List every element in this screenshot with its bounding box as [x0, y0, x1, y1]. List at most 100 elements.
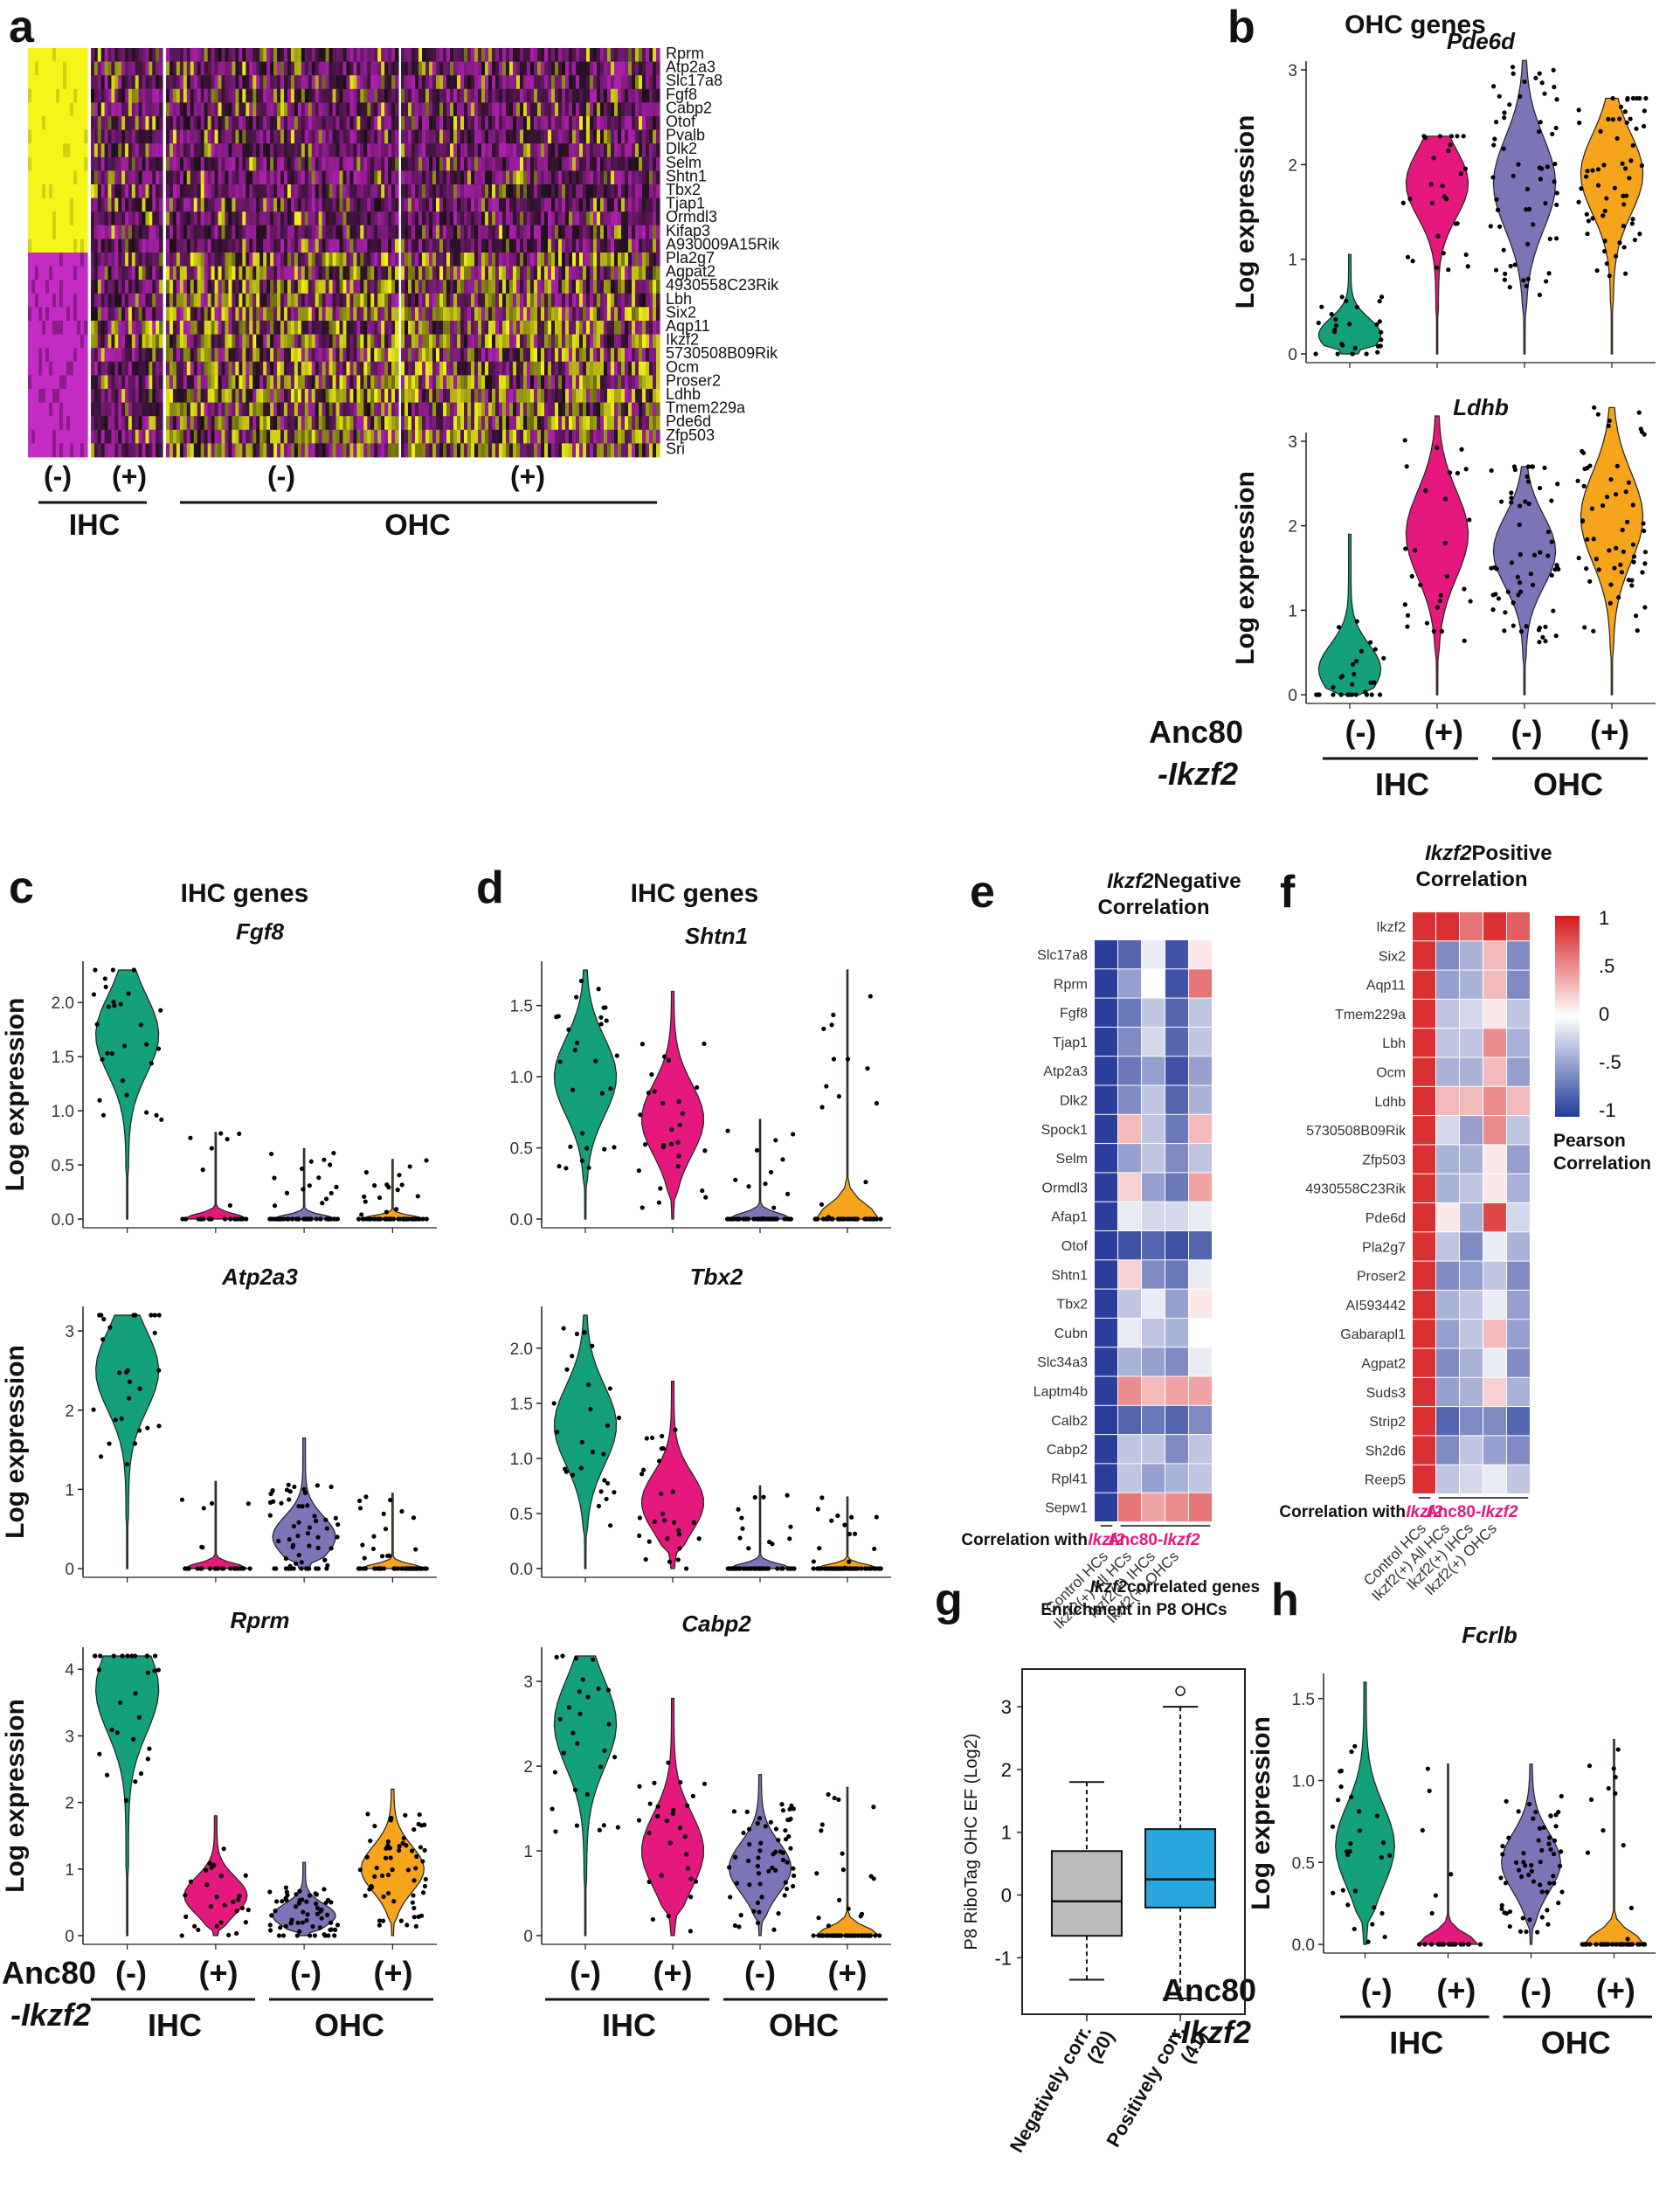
heatmap-cell — [401, 293, 405, 308]
heatmap-cell — [618, 156, 622, 171]
heatmap-cell — [256, 197, 260, 212]
heatmap-cell — [128, 334, 133, 349]
heatmap-cell — [388, 293, 392, 308]
heatmap-cell — [377, 416, 382, 431]
heatmap-cell — [249, 75, 253, 90]
heatmap-cell — [388, 307, 392, 322]
heatmap-cell — [107, 253, 113, 267]
heatmap-cell — [502, 225, 507, 239]
heatmap-cell — [28, 75, 32, 90]
heatmap-cell — [621, 334, 626, 349]
heatmap-cell — [418, 197, 423, 212]
heatmap-cell — [551, 129, 556, 144]
heatmap-cell — [335, 61, 341, 76]
heatmap-cell — [590, 129, 594, 144]
heatmap-cell — [190, 225, 195, 239]
heatmap-cell — [301, 143, 306, 158]
heatmap-cell — [186, 225, 191, 239]
heatmap-cell — [523, 389, 528, 403]
heatmap-cell — [425, 197, 430, 212]
heatmap-cell — [169, 156, 174, 171]
heatmap-cell — [145, 102, 149, 117]
heatmap-cell — [534, 211, 538, 226]
heatmap-cell — [225, 211, 230, 226]
heatmap-cell — [179, 266, 184, 281]
heatmap-cell — [221, 321, 226, 335]
heatmap-cell — [653, 280, 657, 294]
heatmap-cell — [77, 253, 81, 267]
heatmap-cell — [273, 61, 278, 76]
heatmap-cell — [464, 402, 468, 417]
heatmap-cell — [649, 129, 653, 144]
heatmap-cell — [311, 116, 316, 130]
heatmap-cell — [569, 266, 573, 281]
heatmap-cell — [492, 321, 496, 335]
heatmap-cell — [121, 102, 126, 117]
heatmap-cell — [488, 129, 493, 144]
heatmap-cell — [422, 197, 426, 212]
heatmap-cell — [193, 225, 198, 239]
heatmap-cell — [308, 156, 313, 171]
heatmap-cell — [618, 293, 622, 308]
heatmap-cell — [381, 321, 385, 335]
heatmap-cell — [315, 75, 320, 90]
heatmap-cell — [28, 184, 32, 198]
heatmap-cell — [52, 389, 57, 403]
heatmap-cell — [474, 129, 479, 144]
heatmap-cell — [499, 129, 503, 144]
heatmap-cell — [642, 389, 646, 403]
heatmap-cell — [125, 375, 129, 390]
heatmap-cell — [256, 266, 260, 281]
heatmap-cell — [474, 402, 479, 417]
heatmap-cell — [653, 307, 657, 322]
heatmap-cell — [245, 75, 250, 90]
heatmap-cell — [308, 129, 313, 144]
heatmap-cell — [342, 156, 348, 171]
heatmap-cell — [495, 280, 500, 294]
heatmap-cell — [635, 102, 640, 117]
heatmap-cell — [453, 61, 458, 76]
heatmap-cell — [653, 293, 657, 308]
heatmap-cell — [411, 266, 416, 281]
heatmap-cell — [84, 48, 88, 62]
heatmap-cell — [283, 197, 288, 212]
heatmap-cell — [186, 184, 191, 198]
heatmap-cell — [481, 334, 486, 349]
heatmap-cell — [360, 348, 364, 363]
heatmap-cell — [356, 116, 361, 130]
heatmap-cell — [335, 389, 341, 403]
heatmap-cell — [200, 116, 205, 130]
heatmap-cell — [541, 280, 545, 294]
heatmap-cell — [311, 75, 316, 90]
heatmap-cell — [308, 239, 313, 253]
heatmap-cell — [121, 266, 126, 281]
heatmap-cell — [311, 102, 316, 117]
heatmap-cell — [485, 170, 489, 185]
heatmap-cell — [639, 253, 643, 267]
heatmap-cell — [499, 239, 503, 253]
heatmap-cell — [415, 253, 419, 267]
heatmap-cell — [583, 321, 587, 335]
heatmap-cell — [200, 211, 205, 226]
heatmap-cell — [179, 211, 184, 226]
heatmap-cell — [548, 48, 552, 62]
heatmap-cell — [537, 129, 542, 144]
heatmap-cell — [453, 211, 458, 226]
heatmap-cell — [242, 361, 246, 376]
heatmap-cell — [360, 102, 364, 117]
heatmap-cell — [388, 239, 392, 253]
heatmap-cell — [408, 75, 412, 90]
heatmap-cell — [128, 116, 133, 130]
heatmap-cell — [485, 389, 489, 403]
heatmap-cell — [453, 116, 458, 130]
heatmap-cell — [332, 266, 337, 281]
heatmap-cell — [321, 75, 327, 90]
heatmap-cell — [600, 266, 605, 281]
heatmap-cell — [544, 239, 549, 253]
heatmap-cell — [495, 225, 500, 239]
heatmap-cell — [537, 334, 542, 349]
heatmap-cell — [367, 197, 371, 212]
heatmap-cell — [411, 170, 416, 185]
heatmap-cell — [509, 129, 514, 144]
heatmap-cell — [200, 156, 205, 171]
